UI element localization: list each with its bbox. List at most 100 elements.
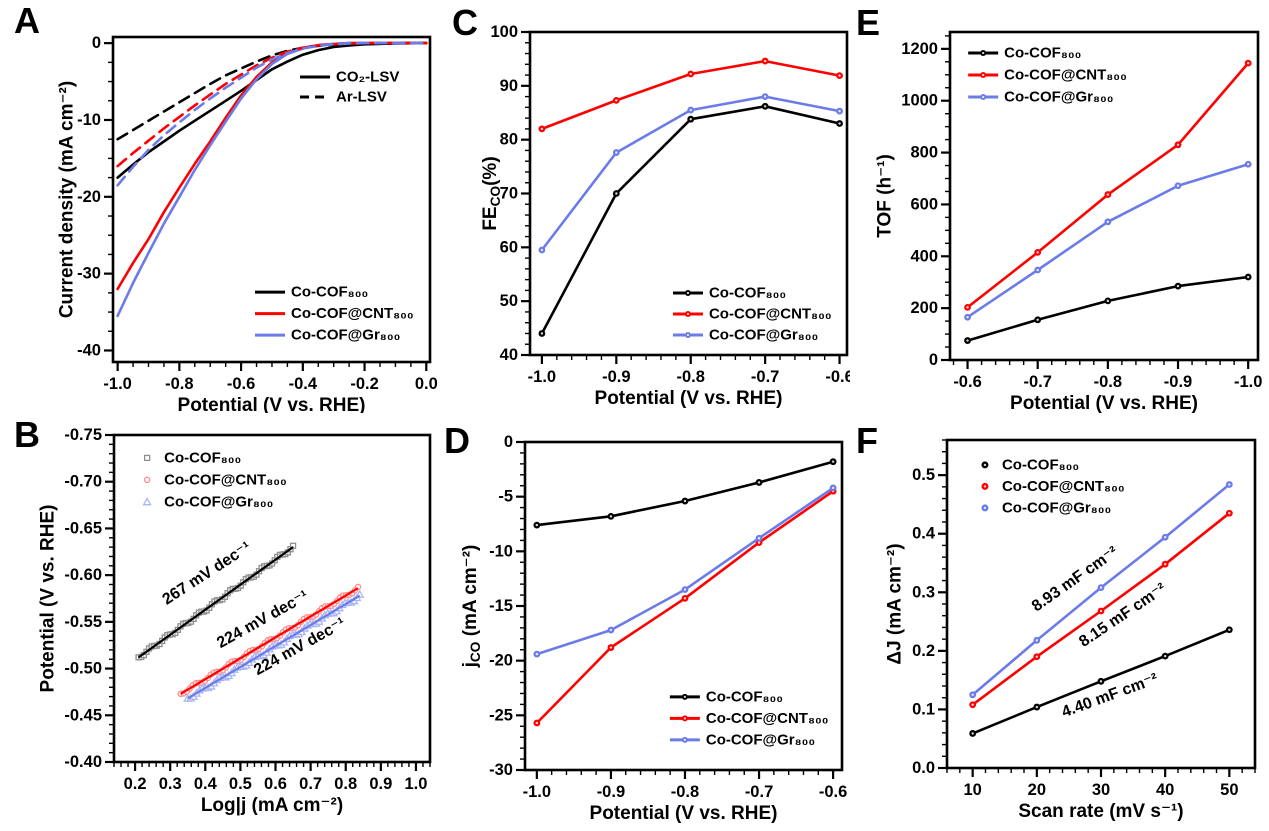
y-tick-label: -0.50 — [64, 660, 102, 678]
legend-label: Co-COF₈₀₀ — [709, 284, 786, 301]
x-tick-label: -0.4 — [289, 375, 318, 393]
x-tick-label: -0.6 — [953, 373, 981, 391]
y-tick-label: 90 — [500, 77, 518, 95]
data-point-center — [1035, 639, 1039, 642]
y-tick-label: 0.0 — [912, 759, 935, 777]
x-axis-label: Potential (V vs. RHE) — [590, 803, 778, 824]
data-point-center — [838, 74, 841, 77]
triangle-marker-icon — [142, 497, 152, 506]
legend-label: Co-COF@CNT₈₀₀ — [291, 305, 414, 322]
legend-label: Co-COF@CNT₈₀₀ — [164, 471, 287, 488]
legend-label: Co-COF@Gr₈₀₀ — [291, 327, 400, 344]
data-point-center — [1163, 536, 1167, 539]
legend-swatch-dot-center — [686, 312, 690, 316]
series-5-co-cof-gr-ar-lsv — [116, 41, 428, 187]
data-point-center — [838, 122, 841, 125]
panel-a-legend-0: CO₂-LSV Ar-LSV — [300, 68, 399, 105]
y-tick-label: -15 — [489, 597, 513, 615]
legend-label: Co-COF₈₀₀ — [291, 284, 368, 301]
data-point-center — [615, 151, 618, 154]
series-1-co-cof-cnt- — [533, 487, 837, 727]
x-tick-label: 0.9 — [369, 775, 392, 793]
y-tick-label: 800 — [910, 144, 938, 162]
x-tick-label: -1.0 — [1234, 373, 1262, 391]
y-axis-label: Current density (mA cm⁻²) — [57, 81, 78, 318]
data-point-center — [609, 515, 613, 518]
panel-e: E -0.6 -0.7 -0.8 -0.9 -1.0 0 200 400 600 800 1000 1… — [840, 0, 1269, 414]
data-point-center — [609, 646, 613, 649]
data-point-center — [1228, 628, 1231, 631]
data-point-center — [763, 95, 767, 98]
data-point-center — [763, 59, 767, 63]
data-point-center — [540, 332, 544, 335]
data-point-center — [838, 109, 841, 113]
series-1-co-cof-cnt- — [964, 59, 1252, 311]
fit-line — [180, 587, 359, 695]
x-tick-label: -0.6 — [819, 783, 847, 801]
panel-a: A -1.0 -0.8 -0.6 -0.4 -0.2 0.0 0 -10 -20 -30 -40 Po… — [0, 0, 440, 414]
series-1-co-cof-cnt- — [538, 57, 843, 133]
panel-e-letter: E — [856, 2, 881, 43]
series-2-co-cof-gr- — [538, 93, 843, 254]
legend-label: Co-COF₈₀₀ — [164, 449, 241, 466]
x-tick-label: 0.2 — [124, 775, 147, 793]
x-axis-label: Potential (V vs. RHE) — [1010, 393, 1198, 413]
x-tick-label: 40 — [1156, 781, 1174, 799]
data-point-center — [1176, 284, 1180, 288]
legend-swatch-dot-center — [686, 291, 690, 295]
series-line — [535, 489, 835, 725]
axes: 10 20 30 40 50 0.0 0.1 0.2 0.3 0.4 0.5 Scan rate (m… — [885, 439, 1256, 822]
series-4-co-cof-cnt-ar-lsv — [116, 41, 428, 168]
y-tick-label: -25 — [489, 706, 513, 724]
y-tick-label: -0.40 — [64, 753, 102, 771]
panel-a-letter: A — [14, 0, 40, 41]
legend-label: Ar-LSV — [336, 88, 387, 105]
plot-frame — [948, 30, 1260, 362]
data-point-center — [609, 628, 613, 632]
y-tick-label: -0.75 — [64, 426, 102, 444]
data-point-center — [757, 481, 761, 484]
legend-label: Co-COF@CNT₈₀₀ — [1004, 66, 1127, 83]
data-point-center — [1099, 586, 1103, 589]
y-tick-label: 1200 — [901, 40, 938, 58]
y-tick-label: -40 — [77, 341, 101, 359]
y-tick-label: -0.60 — [64, 566, 102, 584]
y-tick-label: -30 — [489, 761, 513, 779]
legend-label: Co-COF@CNT₈₀₀ — [709, 305, 832, 322]
y-tick-label: 0.1 — [912, 700, 935, 718]
data-point-center — [540, 127, 544, 131]
legend-swatch-dot-center — [982, 73, 985, 77]
y-tick-label: -0.65 — [64, 519, 102, 537]
panel-e-legend-0: Co-COF₈₀₀ Co-COF@CNT₈₀₀ Co-COF@Gr₈₀₀ — [968, 44, 1127, 105]
data-point-center — [1246, 275, 1250, 279]
y-tick-label: 1000 — [901, 92, 938, 110]
panel-f-chart: 10 20 30 40 50 0.0 0.1 0.2 0.3 0.4 0.5 Scan rate (m… — [885, 438, 1257, 822]
data-point-center — [683, 597, 687, 600]
data-point-center — [831, 486, 835, 490]
series-2-co-cof-gr- — [533, 484, 837, 658]
y-tick-label: 0 — [92, 34, 101, 52]
x-tick-label: -0.9 — [1164, 373, 1192, 391]
x-tick-label: 0.6 — [264, 775, 287, 793]
series-0-co-cof- — [969, 626, 1233, 737]
data-point-center — [1176, 143, 1180, 146]
series-0-co-cof- — [533, 458, 837, 529]
data-point-center — [1106, 220, 1110, 223]
x-tick-label: 0.5 — [229, 775, 252, 793]
data-point-center — [971, 703, 974, 706]
y-tick-label: 400 — [910, 247, 938, 265]
x-axis-label: Potential (V vs. RHE) — [178, 395, 366, 413]
series-0-co-cof- — [538, 102, 843, 337]
y-tick-label: 0.3 — [912, 583, 935, 601]
axes: -1.0 -0.8 -0.6 -0.4 -0.2 0.0 0 -10 -20 -30 -40 Pote… — [57, 34, 438, 413]
legend-label: Co-COF₈₀₀ — [1002, 456, 1079, 473]
x-axis-label: Potential (V vs. RHE) — [595, 388, 783, 409]
series-2-co-cof-gr- — [964, 160, 1252, 321]
data-point-center — [615, 99, 618, 102]
y-tick-label: 80 — [500, 131, 518, 149]
y-tick-label: -30 — [77, 265, 101, 283]
y-tick-label: -0.45 — [64, 706, 102, 724]
panel-b-chart: 0.2 0.3 0.4 0.5 0.6 0.7 0.8 0.9 1.0 -0.75 -0.70 -0.… — [38, 426, 432, 816]
data-point-center — [535, 652, 539, 656]
legend-label: Co-COF@CNT₈₀₀ — [706, 710, 829, 727]
